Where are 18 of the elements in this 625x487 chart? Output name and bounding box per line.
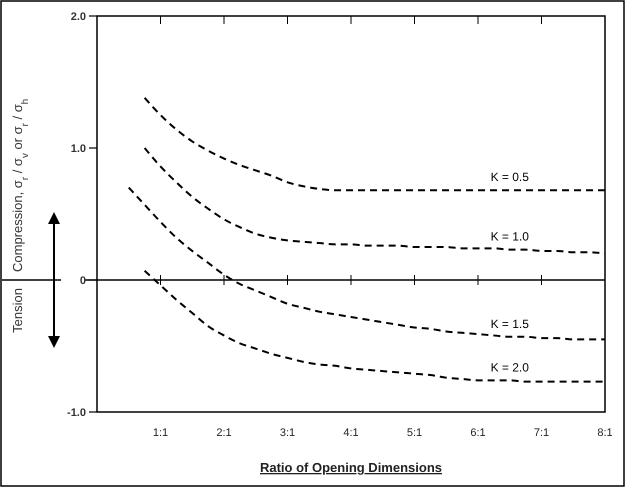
y-tick-label: 1.0 [70,142,86,155]
x-tick-label: 7:1 [534,427,550,439]
series-label: K = 2.0 [490,360,530,374]
series-label: K = 1.0 [490,230,530,244]
x-tick-label: 5:1 [406,427,422,439]
x-tick-label: 2:1 [216,427,232,439]
x-axis-title: Ratio of Opening Dimensions [260,460,442,475]
series-label: K = 0.5 [490,170,530,184]
text: Tension [10,288,25,333]
x-tick-label: 4:1 [343,427,359,439]
series-label: K = 1.5 [490,316,530,331]
x-tick-label: 6:1 [470,427,486,439]
y-tick-label: 0 [80,274,86,287]
x-tick-label: 1:1 [152,427,168,439]
y-tick-label: 2.0 [70,10,86,23]
x-tick-label: 8:1 [597,427,613,439]
x-tick-label: 3:1 [280,427,296,439]
y-tick-label: -1.0 [67,406,86,419]
